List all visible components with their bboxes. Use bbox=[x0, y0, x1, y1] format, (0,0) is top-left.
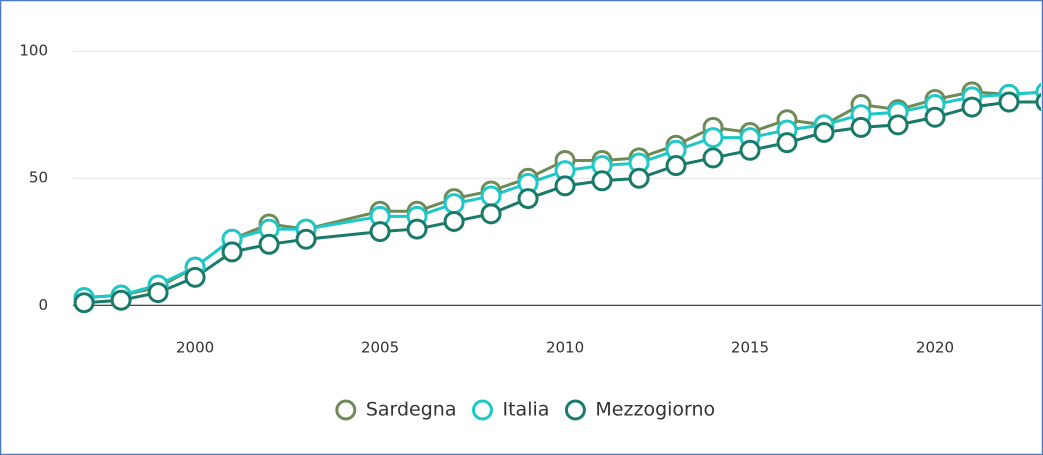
legend-item: Mezzogiorno bbox=[564, 399, 715, 421]
y-tick-label: 50 bbox=[29, 169, 48, 187]
data-point bbox=[887, 114, 909, 136]
legend-label: Italia bbox=[503, 399, 550, 421]
data-point bbox=[924, 106, 946, 128]
data-point bbox=[961, 96, 983, 118]
data-point bbox=[702, 127, 724, 149]
data-point bbox=[628, 167, 650, 189]
data-point bbox=[1035, 92, 1041, 112]
legend-marker bbox=[472, 399, 494, 421]
data-point bbox=[221, 241, 243, 263]
data-point bbox=[998, 91, 1020, 113]
data-point bbox=[739, 139, 761, 161]
legend-marker bbox=[564, 399, 586, 421]
data-point bbox=[850, 116, 872, 138]
legend-label: Mezzogiorno bbox=[595, 399, 715, 421]
legend-marker bbox=[335, 399, 357, 421]
data-point bbox=[480, 185, 502, 207]
data-point bbox=[443, 193, 465, 215]
y-tick-label: 0 bbox=[38, 296, 48, 314]
x-tick-label: 2005 bbox=[361, 339, 399, 357]
data-point bbox=[295, 228, 317, 250]
data-point bbox=[406, 218, 428, 240]
legend-label: Sardegna bbox=[366, 399, 457, 421]
grid: 0 50 100 2000 2005 2010 2015 2020 bbox=[19, 42, 1041, 357]
data-point bbox=[443, 210, 465, 232]
data-point bbox=[184, 266, 206, 288]
legend-item: Sardegna bbox=[335, 399, 457, 421]
x-tick-label: 2020 bbox=[916, 339, 954, 357]
data-point bbox=[147, 282, 169, 304]
data-point bbox=[776, 132, 798, 154]
data-point bbox=[665, 155, 687, 177]
plot-area bbox=[73, 81, 1041, 314]
data-point bbox=[480, 203, 502, 225]
x-tick-label: 2010 bbox=[546, 339, 584, 357]
legend: Sardegna Italia Mezzogiorno bbox=[335, 399, 715, 421]
data-point bbox=[258, 233, 280, 255]
data-point bbox=[591, 170, 613, 192]
data-point bbox=[517, 188, 539, 210]
data-point bbox=[369, 221, 391, 243]
legend-item: Italia bbox=[472, 399, 550, 421]
x-tick-label: 2015 bbox=[731, 339, 769, 357]
x-tick-label: 2000 bbox=[176, 339, 214, 357]
data-point bbox=[702, 147, 724, 169]
data-point bbox=[554, 175, 576, 197]
data-point bbox=[110, 289, 132, 311]
data-point bbox=[73, 292, 95, 314]
y-tick-label: 100 bbox=[19, 42, 48, 60]
data-point bbox=[813, 122, 835, 144]
